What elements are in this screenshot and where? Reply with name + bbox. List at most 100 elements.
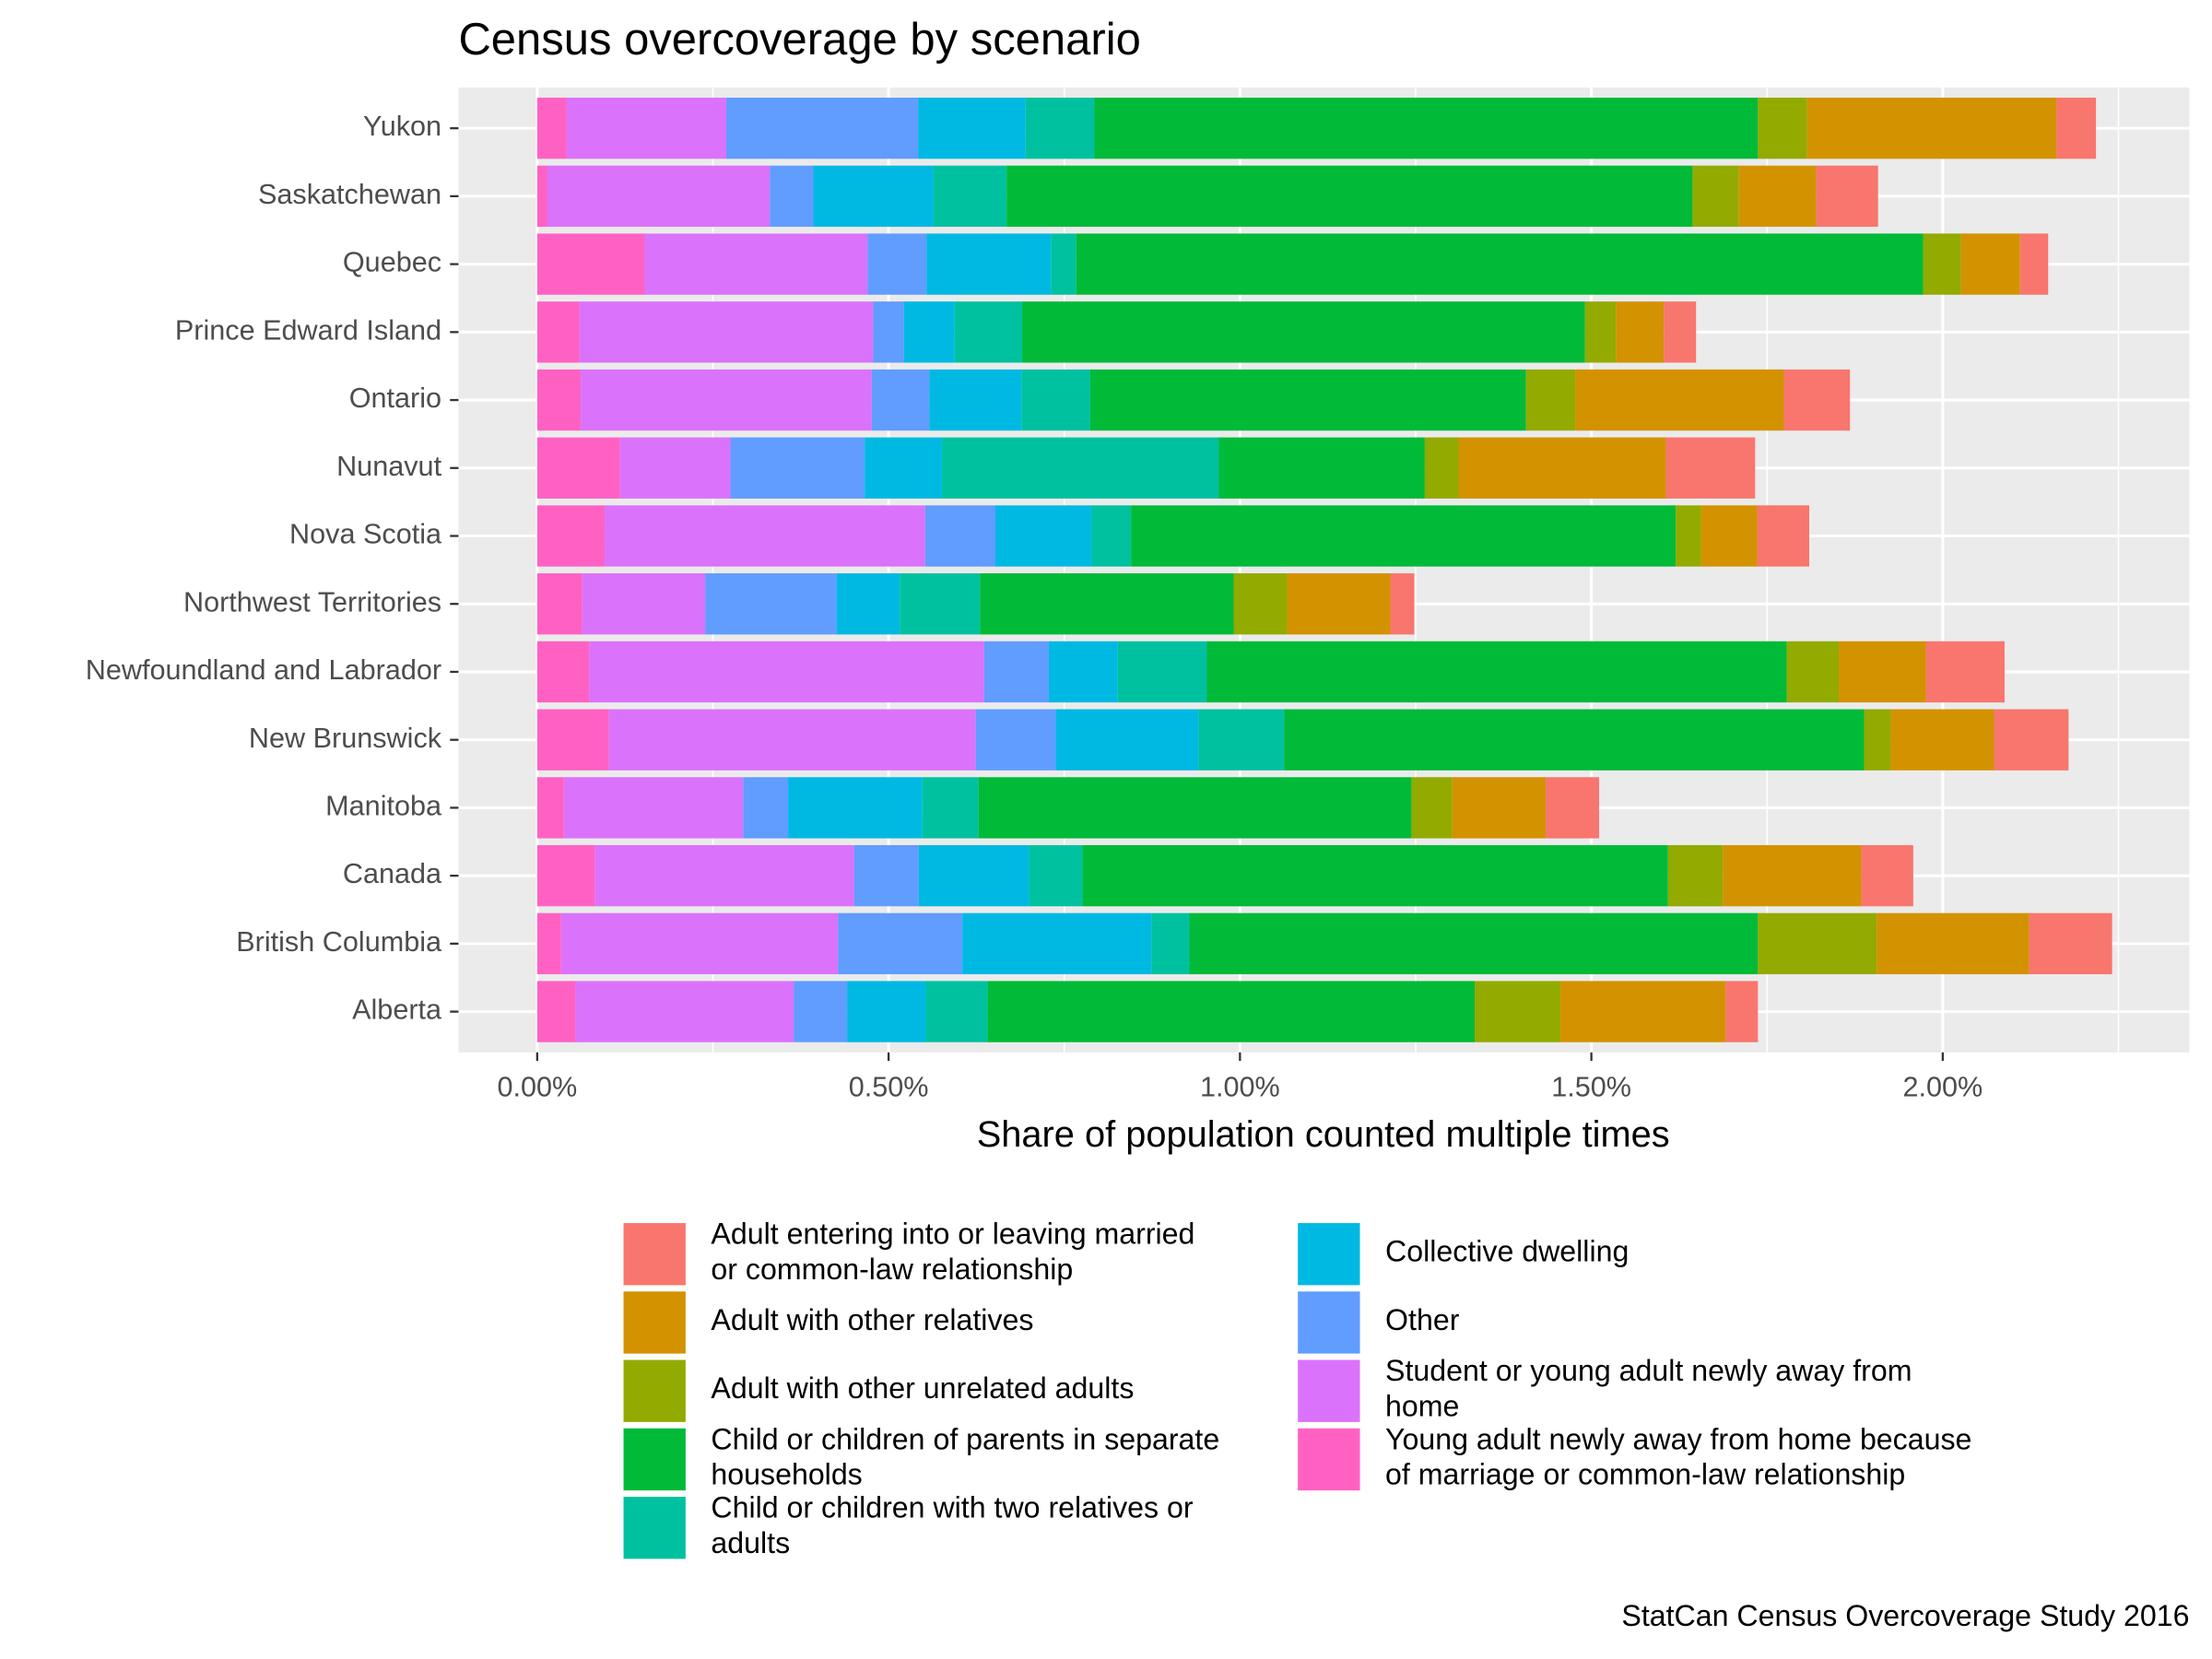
bar-segment xyxy=(1051,233,1077,295)
bar-segment xyxy=(1287,573,1391,635)
legend-label: Adult with other unrelated adults xyxy=(711,1372,1134,1406)
bar-segment xyxy=(873,301,904,363)
bar-segment xyxy=(1411,777,1453,839)
bar-segment xyxy=(1783,369,1851,431)
legend-label: Collective dwelling xyxy=(1385,1235,1629,1268)
bar-segment xyxy=(1021,369,1090,431)
bar-segment xyxy=(619,437,731,499)
bar-segment xyxy=(1877,912,2030,975)
bar-segment xyxy=(853,844,919,907)
bar-segment xyxy=(975,709,1056,771)
bar-segment xyxy=(962,912,1152,975)
bar-segment xyxy=(1839,641,1926,703)
panel xyxy=(458,87,2190,1053)
y-tick-label: Nova Scotia xyxy=(289,519,442,550)
y-tick-label: Newfoundland and Labrador xyxy=(86,654,441,686)
bar-segment xyxy=(1151,912,1190,975)
y-tick-label: Canada xyxy=(343,858,442,889)
bar-segment xyxy=(926,233,1052,295)
bar-segment xyxy=(838,912,963,975)
bar-segment xyxy=(922,777,979,839)
bar-segment xyxy=(871,369,930,431)
legend-label: Adult entering into or leaving married or… xyxy=(711,1218,1194,1286)
bar-segment xyxy=(770,165,814,228)
bar-segment xyxy=(1925,641,2005,703)
bar-segment xyxy=(925,981,988,1042)
y-tick-label: Alberta xyxy=(352,994,442,1026)
bar-segment xyxy=(1692,165,1739,228)
y-tick-label: Northwest Territories xyxy=(183,586,441,618)
bar-segment xyxy=(560,912,839,975)
bar-segment xyxy=(1757,505,1809,567)
bar-segment xyxy=(1584,301,1617,363)
bar-segment xyxy=(942,437,1219,499)
bar-segment xyxy=(536,505,606,567)
legend-label: Adult with other relatives xyxy=(711,1303,1033,1336)
bar-segment xyxy=(1864,709,1891,771)
bar-segment xyxy=(1390,573,1415,635)
legend-key xyxy=(1298,1223,1360,1286)
bar-segment xyxy=(918,844,1030,907)
bar-segment xyxy=(1664,301,1697,363)
legend-key xyxy=(623,1223,686,1286)
legend-label: Student or young adult newly away from ho… xyxy=(1385,1355,1912,1423)
bar-segment xyxy=(608,709,976,771)
bar-segment xyxy=(954,301,1022,363)
bar-segment xyxy=(1233,573,1288,635)
y-tick-label: Ontario xyxy=(349,382,441,414)
bar-segment xyxy=(1816,165,1878,228)
bar-segment xyxy=(918,97,1026,159)
bar-segment xyxy=(730,437,865,499)
legend-label: Other xyxy=(1385,1303,1460,1336)
bar-segment xyxy=(536,981,576,1042)
bar-segment xyxy=(579,301,874,363)
legend-key xyxy=(623,1359,686,1422)
bar-segment xyxy=(536,709,609,771)
bar-segment xyxy=(983,641,1049,703)
bar-segment xyxy=(847,981,926,1042)
bar-segment xyxy=(1616,301,1665,363)
bar-segment xyxy=(563,777,744,839)
bar-segment xyxy=(813,165,934,228)
bar-segment xyxy=(794,981,848,1042)
legend-label: Young adult newly away from home because… xyxy=(1385,1423,1971,1491)
bar-segment xyxy=(1738,165,1817,228)
bar-segment xyxy=(933,165,1007,228)
caption: StatCan Census Overcoverage Study 2016 xyxy=(1621,1599,2189,1632)
legend-key xyxy=(623,1428,686,1491)
bar-segment xyxy=(536,437,620,499)
bar-segment xyxy=(1094,97,1759,159)
bar-segment xyxy=(605,505,925,567)
bar-segment xyxy=(1890,709,1994,771)
bar-segment xyxy=(1189,912,1759,975)
bar-segment xyxy=(536,912,561,975)
bar-segment xyxy=(1206,641,1787,703)
bar-segment xyxy=(867,233,927,295)
bar-segment xyxy=(900,573,981,635)
bar-segment xyxy=(1131,505,1677,567)
bar-segment xyxy=(589,641,984,703)
y-tick-label: Saskatchewan xyxy=(258,179,441,210)
bar-segment xyxy=(2056,97,2097,159)
bar-segment xyxy=(536,165,547,228)
bar-segment xyxy=(1758,97,1807,159)
bar-segment xyxy=(1452,777,1547,839)
y-tick-label: New Brunswick xyxy=(249,723,442,754)
bar-segment xyxy=(929,369,1022,431)
bar-segment xyxy=(1076,233,1924,295)
bar-segment xyxy=(1055,709,1199,771)
x-tick-label: 1.00% xyxy=(1200,1072,1280,1103)
bar-segment xyxy=(987,981,1476,1042)
bar-segment xyxy=(547,165,771,228)
chart-title: Census overcoverage by scenario xyxy=(458,15,1140,65)
bar-segment xyxy=(836,573,900,635)
bar-segment xyxy=(705,573,837,635)
bar-segment xyxy=(1029,844,1083,907)
bar-segment xyxy=(594,844,854,907)
bar-segment xyxy=(1025,97,1095,159)
bar-segment xyxy=(1006,165,1693,228)
bar-segment xyxy=(536,844,595,907)
bar-segment xyxy=(788,777,923,839)
legend-key xyxy=(623,1496,686,1559)
